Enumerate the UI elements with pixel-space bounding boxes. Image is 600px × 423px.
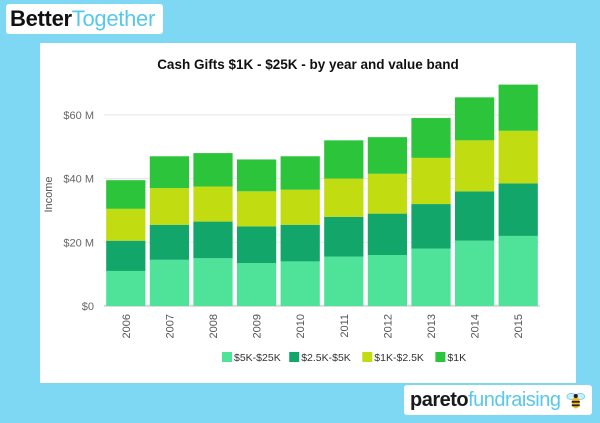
bar-segment [193,258,233,306]
legend-swatch [435,352,446,362]
bar-segment [367,255,408,306]
bar-segment [236,262,277,306]
bar-segment [367,173,408,214]
bar-segment [454,140,495,192]
x-tick-label: 2009 [252,314,264,338]
bar-segment [106,180,146,209]
bar-segment [236,226,277,263]
logo-text-light: Together [71,6,156,31]
bar-segment [106,240,146,271]
legend-label: $2.5K-$5K [301,352,351,364]
x-tick-label: 2014 [470,314,482,338]
y-tick-label: $40 M [63,174,94,186]
bar-segment [149,156,190,189]
bar-segment [411,248,451,306]
x-tick-label: 2010 [295,314,307,338]
legend-label: $5K-$25K [234,352,281,364]
x-tick-label: 2012 [382,314,394,338]
y-tick-label: $0 [82,301,94,313]
bar-segment [498,235,538,306]
x-tick-label: 2015 [513,314,525,338]
bar-segment [236,191,277,227]
bar-segment [149,224,190,260]
bar-segment [324,216,364,257]
bee-icon [567,392,586,409]
stacked-bar-chart: Cash Gifts $1K - $25K - by year and valu… [43,57,540,364]
bar-segment [149,259,190,306]
x-tick-label: 2013 [426,314,438,338]
legend-swatch [289,352,300,362]
bar-segment [498,84,538,131]
bar-segment [280,156,320,190]
bar-segment [280,189,320,225]
bar-segment [498,183,538,236]
bar-segment [149,188,190,225]
legend-swatch [362,352,373,362]
chart-panel: Cash Gifts $1K - $25K - by year and valu… [40,43,576,383]
legend-label: $1K [447,352,466,364]
better-together-logo: Better Together [6,4,163,34]
bar-segment [193,221,233,259]
bar-segment [324,256,364,306]
bar-segment [236,159,277,192]
bar-segment [367,137,408,174]
x-tick-label: 2011 [339,314,351,338]
x-tick-label: 2007 [164,314,176,338]
bar-segment [324,178,364,217]
bar-segment [106,270,146,306]
logo-text-bold: Better [10,6,72,31]
bar-segment [280,224,320,262]
legend-swatch [222,352,232,362]
y-axis-label: Income [43,176,55,212]
chart-title: Cash Gifts $1K - $25K - by year and valu… [157,57,459,72]
bar-segment [454,240,495,306]
bar-segment [411,204,451,249]
bar-segment [367,213,408,256]
bar-segment [454,97,495,141]
bar-segment [193,153,233,187]
bar-segment [324,140,364,179]
logo-text-bold: pareto [410,388,469,411]
x-tick-label: 2008 [208,314,220,338]
bar-segment [280,261,320,306]
bar-segment [193,186,233,222]
bar-segment [411,157,451,205]
bar-segment [411,118,451,158]
bar-segment [106,208,146,241]
x-tick-label: 2006 [121,314,133,338]
y-tick-label: $60 M [63,110,94,122]
logo-text-light: fundraising [468,388,561,411]
bar-segment [454,191,495,241]
bar-segment [498,130,538,184]
legend-label: $1K-$2.5K [374,352,424,364]
pareto-fundraising-logo: pareto fundraising [404,385,592,415]
y-tick-label: $20 M [63,237,94,249]
